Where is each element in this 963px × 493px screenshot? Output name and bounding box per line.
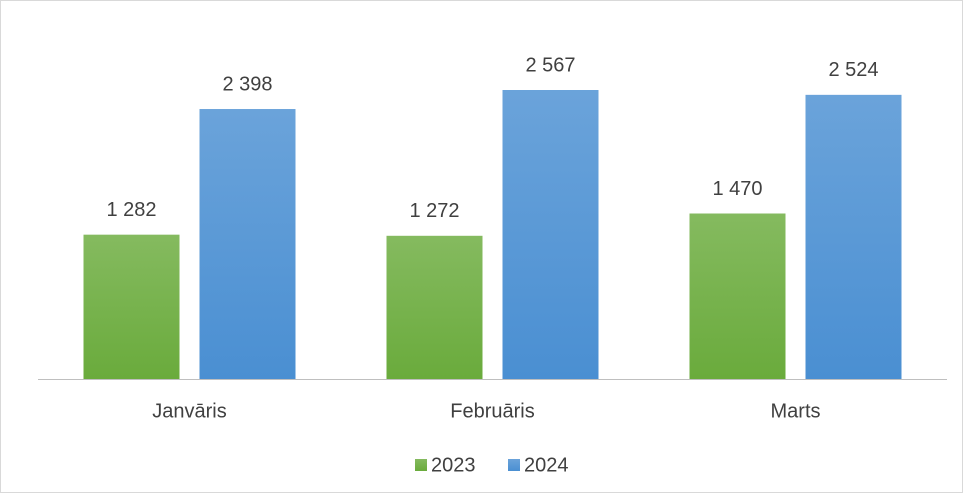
data-label: 2 567 [525, 54, 575, 76]
data-label: 1 272 [409, 200, 459, 222]
bar [805, 94, 902, 379]
legend-swatch [508, 459, 520, 471]
legend-label: 2024 [524, 454, 569, 476]
bar [689, 213, 786, 379]
data-label: 1 470 [712, 178, 762, 200]
x-tick-label: Janvāris [152, 400, 226, 422]
bar [386, 235, 483, 379]
legend-swatch [415, 459, 427, 471]
x-tick-label: Februāris [450, 400, 534, 422]
bar [502, 90, 599, 379]
data-label: 1 282 [106, 199, 156, 221]
bar [199, 109, 296, 379]
legend-label: 2023 [431, 454, 476, 476]
data-label: 2 398 [222, 73, 272, 95]
bar [83, 234, 180, 379]
x-tick-label: Marts [771, 400, 821, 422]
data-label: 2 524 [828, 59, 878, 81]
